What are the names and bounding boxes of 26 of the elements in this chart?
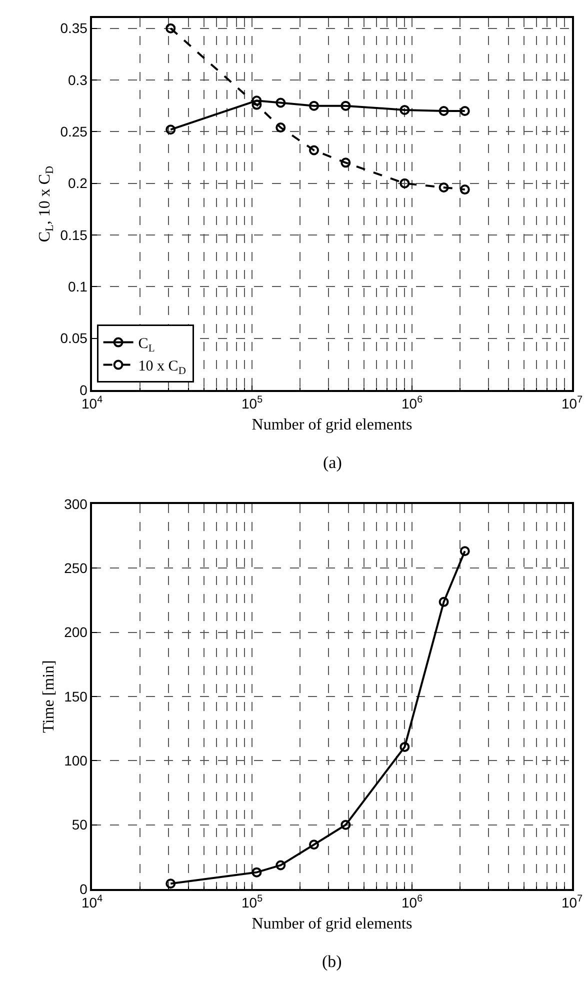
x-axis-title: Number of grid elements: [252, 916, 412, 933]
x-tick-label: 10$^{6}$: [401, 894, 424, 911]
y-tick-label: 200: [64, 624, 88, 640]
legend-label: 10 x C$_{D}$: [138, 358, 186, 377]
x-tick-label: 10$^{5}$: [241, 394, 264, 412]
x-tick-label: 10$^{7}$: [561, 394, 583, 412]
text: (a): [323, 453, 342, 472]
y-tick-label: 0.1: [68, 278, 88, 295]
y-tick-label: 0.3: [68, 72, 88, 88]
x-tick-label: 10$^{6}$: [401, 394, 424, 412]
y-tick-label: 300: [64, 496, 88, 512]
y-tick-label: 150: [64, 688, 88, 704]
text: (b): [322, 952, 342, 971]
y-tick-label: 0.35: [60, 20, 88, 36]
y-tick-label: 100: [64, 752, 88, 769]
y-axis-title: Time [min]: [40, 660, 58, 733]
y-tick-label: 50: [72, 816, 88, 833]
y-tick-label: 250: [64, 560, 88, 576]
x-tick-label: 10$^{5}$: [241, 894, 264, 911]
y-tick-label: 0.2: [68, 175, 88, 192]
y-tick-label: 0.25: [60, 124, 88, 140]
x-tick-label: 10$^{7}$: [561, 894, 583, 911]
y-tick-label: 0.15: [60, 226, 88, 243]
y-tick-label: 0.05: [60, 330, 88, 346]
x-axis-title: Number of grid elements: [252, 416, 412, 434]
legend-label: C$_{L}$: [138, 336, 155, 354]
